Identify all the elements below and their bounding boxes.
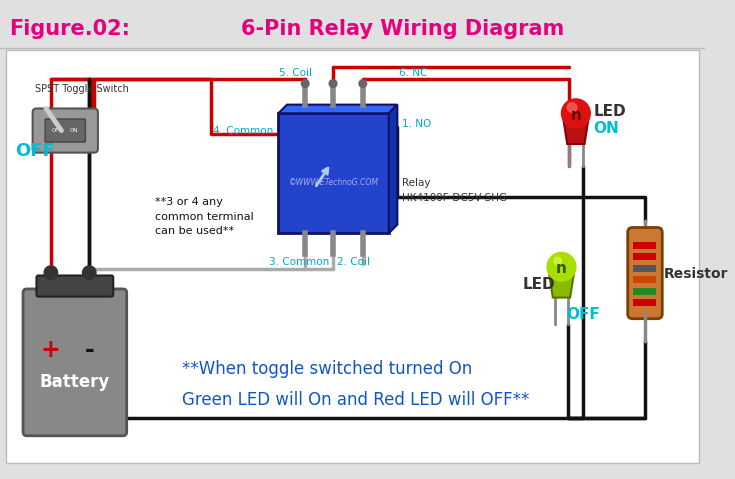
Text: ON: ON xyxy=(70,128,78,133)
Polygon shape xyxy=(548,267,575,297)
Text: LED: LED xyxy=(523,277,556,292)
Text: 2. Coil: 2. Coil xyxy=(337,257,370,267)
FancyBboxPatch shape xyxy=(634,242,656,249)
Text: ON: ON xyxy=(593,121,619,136)
FancyBboxPatch shape xyxy=(634,276,656,283)
Circle shape xyxy=(44,266,57,279)
FancyBboxPatch shape xyxy=(32,108,98,153)
Text: **3 or 4 any
common terminal
can be used**: **3 or 4 any common terminal can be used… xyxy=(156,197,254,237)
Text: Battery: Battery xyxy=(40,373,110,390)
Text: OFF: OFF xyxy=(51,128,62,133)
Circle shape xyxy=(553,257,562,265)
Polygon shape xyxy=(279,104,398,114)
Text: n: n xyxy=(570,108,581,123)
FancyBboxPatch shape xyxy=(628,228,662,319)
Text: Figure.02:: Figure.02: xyxy=(10,19,131,39)
Circle shape xyxy=(82,266,96,279)
Text: ©WWW.ETechnoG.COM: ©WWW.ETechnoG.COM xyxy=(289,178,379,187)
FancyBboxPatch shape xyxy=(634,253,656,260)
Polygon shape xyxy=(562,114,589,144)
Text: LED: LED xyxy=(593,104,625,119)
Text: 4. Common: 4. Common xyxy=(213,126,273,137)
FancyBboxPatch shape xyxy=(23,289,126,436)
Text: -: - xyxy=(85,338,94,362)
FancyBboxPatch shape xyxy=(0,10,706,48)
FancyBboxPatch shape xyxy=(287,104,398,225)
Text: 5. Coil: 5. Coil xyxy=(279,68,312,78)
Text: **When toggle switched turned On
Green LED will On and Red LED will OFF**: **When toggle switched turned On Green L… xyxy=(182,360,530,409)
Text: n: n xyxy=(556,261,567,276)
Circle shape xyxy=(567,103,577,113)
Text: 3. Common: 3. Common xyxy=(269,257,329,267)
Circle shape xyxy=(547,252,576,281)
FancyBboxPatch shape xyxy=(45,119,85,142)
FancyBboxPatch shape xyxy=(279,114,389,233)
FancyBboxPatch shape xyxy=(37,275,113,297)
Circle shape xyxy=(562,99,590,128)
Text: 1. NO: 1. NO xyxy=(402,119,431,129)
Text: OFF: OFF xyxy=(566,308,600,322)
Text: +: + xyxy=(41,338,61,362)
Circle shape xyxy=(301,80,309,87)
Text: 6-Pin Relay Wiring Diagram: 6-Pin Relay Wiring Diagram xyxy=(242,19,564,39)
Text: Resistor: Resistor xyxy=(664,267,728,281)
Circle shape xyxy=(329,80,337,87)
FancyBboxPatch shape xyxy=(634,288,656,295)
Polygon shape xyxy=(389,104,398,233)
Text: OFF: OFF xyxy=(15,142,55,160)
Circle shape xyxy=(359,80,367,87)
Text: 6. NC: 6. NC xyxy=(399,68,428,78)
FancyBboxPatch shape xyxy=(634,265,656,272)
Text: Relay
HK4100F-DC5V-SHG: Relay HK4100F-DC5V-SHG xyxy=(402,178,507,204)
FancyBboxPatch shape xyxy=(634,299,656,306)
FancyBboxPatch shape xyxy=(6,50,699,463)
Text: SPST Toggle Switch: SPST Toggle Switch xyxy=(35,84,129,94)
